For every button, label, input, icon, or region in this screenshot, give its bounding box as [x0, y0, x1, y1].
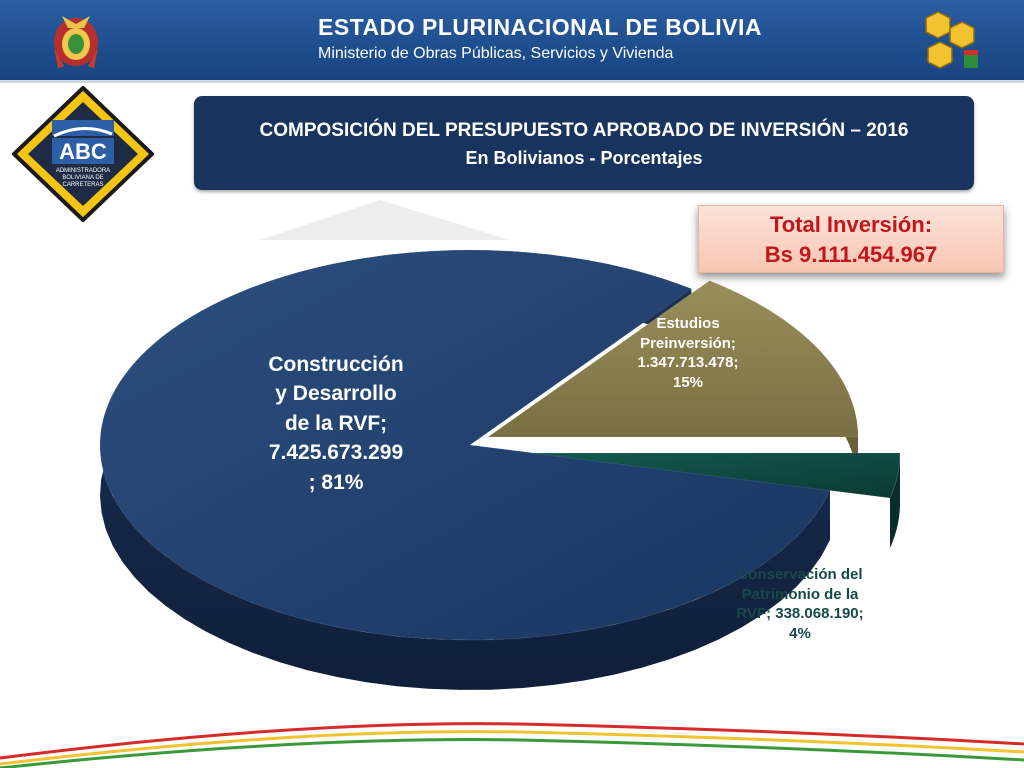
coat-of-arms-icon: [54, 16, 98, 68]
header-subtitle: Ministerio de Obras Públicas, Servicios …: [318, 45, 674, 62]
slice-conservacion-side: [890, 453, 900, 548]
svg-text:ADMINISTRADORA: ADMINISTRADORA: [56, 168, 110, 174]
chart-subtitle: En Bolivianos - Porcentajes: [465, 148, 703, 168]
chart-title-box: COMPOSICIÓN DEL PRESUPUESTO APROBADO DE …: [194, 96, 974, 190]
abc-logo: ABC ADMINISTRADORA BOLIVIANA DE CARRETER…: [12, 86, 154, 222]
slice-construccion: [99, 249, 831, 641]
total-label: Total Inversión:: [769, 212, 933, 237]
header-title: ESTADO PLURINACIONAL DE BOLIVIA: [318, 14, 762, 40]
svg-text:BOLIVIANA DE: BOLIVIANA DE: [62, 175, 103, 181]
svg-text:CARRETERAS: CARRETERAS: [62, 182, 103, 188]
ministry-logo-icon: [925, 11, 978, 69]
slice-label-construccion: Construcción y Desarrollo de la RVF; 7.4…: [268, 353, 404, 494]
abc-logo-text: ABC: [59, 139, 107, 164]
total-investment-box: Total Inversión: Bs 9.111.454.967: [698, 205, 1004, 273]
slice-label-conservacion: Conservación del Patrimonio de la RVF; 3…: [736, 566, 864, 642]
footer-decoration: [0, 722, 1024, 768]
slice-conservacion: [529, 452, 901, 499]
slice-estudios: [486, 280, 859, 438]
total-value: Bs 9.111.454.967: [764, 242, 938, 267]
chart-title: COMPOSICIÓN DEL PRESUPUESTO APROBADO DE …: [259, 120, 909, 141]
header-bar: ESTADO PLURINACIONAL DE BOLIVIA Minister…: [0, 0, 1024, 83]
slice-label-estudios: Estudios Preinversión; 1.347.713.478; 15…: [637, 315, 739, 391]
watermark-roof: [260, 200, 510, 240]
